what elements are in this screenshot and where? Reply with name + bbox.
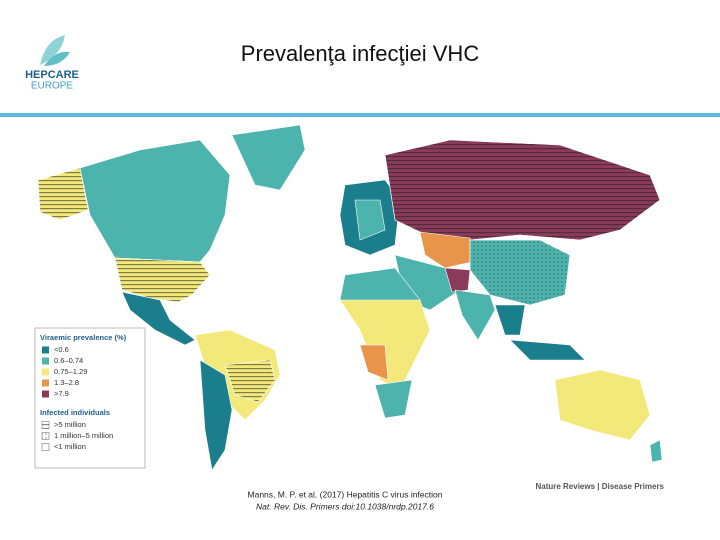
legend-swatch-pattern — [42, 432, 49, 440]
australia — [554, 369, 651, 441]
central-america — [121, 291, 196, 346]
source: Nature Reviews | Disease Primers — [535, 482, 664, 491]
logo-leaf — [40, 35, 65, 65]
legend: Viraemic prevalence (%) <0.6 0.6–0.74 0.75… — [34, 327, 146, 469]
legend-title: Infected individuals — [40, 408, 110, 417]
india — [454, 289, 496, 341]
header-rule — [0, 113, 720, 117]
legend-label: 1.3–2.8 — [54, 378, 79, 387]
slide-title: Prevalenţa infecţiei VHC — [241, 41, 480, 66]
legend-box — [34, 327, 146, 469]
legend-label: 1 million–5 million — [54, 431, 113, 440]
legend-swatch-pattern — [42, 421, 49, 429]
logo-name: HEPCARE — [25, 69, 79, 81]
legend-label: >7.9 — [54, 389, 69, 398]
legend-swatch — [41, 443, 50, 451]
dots — [469, 239, 571, 306]
logo-leaf — [44, 51, 70, 66]
logo-region: EUROPE — [31, 81, 74, 92]
legend-label: 0.75–1.29 — [54, 367, 87, 376]
legend-swatch — [42, 379, 49, 387]
hatch — [224, 359, 276, 403]
new-zealand — [649, 439, 663, 463]
legend-label: >5 million — [54, 420, 86, 429]
legend-swatch — [42, 357, 49, 365]
legend-label: 0.6–0.74 — [54, 356, 83, 365]
logo: HEPCARE EUROPE — [25, 35, 79, 92]
andes — [199, 359, 233, 471]
indonesia — [509, 339, 586, 361]
hatch — [114, 257, 211, 303]
hatch — [37, 167, 89, 221]
central-asia — [419, 231, 481, 269]
legend-label: <0.6 — [54, 345, 69, 354]
hatch — [384, 139, 661, 241]
legend-swatch — [42, 390, 49, 398]
southeast-asia — [494, 304, 526, 336]
canada — [79, 139, 231, 263]
citation: Nat. Rev. Dis. Primers doi:10.1038/nrdp.… — [256, 501, 434, 511]
africa-orange — [359, 344, 389, 381]
greenland — [231, 124, 306, 191]
europe-central — [354, 199, 386, 241]
citation: Manns, M. P. et al. (2017) Hepatitis C v… — [248, 489, 443, 499]
pakistan — [444, 267, 471, 293]
south-africa — [374, 379, 413, 419]
world-map — [37, 124, 663, 471]
legend-swatch — [42, 346, 49, 354]
legend-title: Viraemic prevalence (%) — [40, 333, 127, 342]
legend-label: <1 million — [54, 442, 86, 451]
legend-swatch — [42, 368, 49, 376]
